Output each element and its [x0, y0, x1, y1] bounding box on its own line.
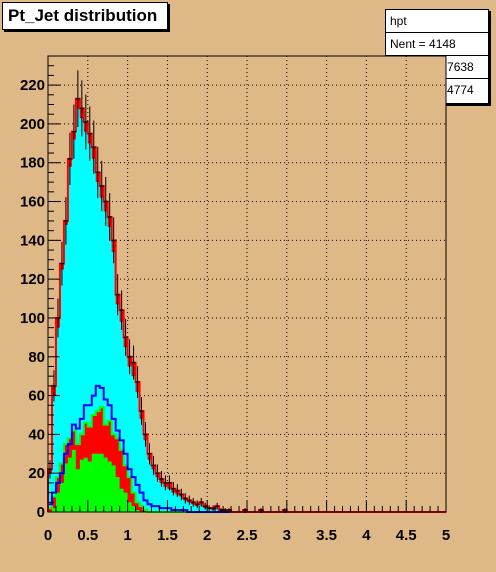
y-tick-label: 40: [28, 426, 45, 443]
stats-name: hpt: [386, 10, 488, 33]
x-tick-label: 0: [44, 527, 52, 544]
y-tick-label: 20: [28, 465, 45, 482]
x-tick-label: 4.5: [396, 527, 417, 544]
chart-title: Pt_Jet distribution: [2, 2, 168, 30]
y-tick-label: 180: [20, 155, 45, 172]
x-tick-label: 5: [442, 527, 450, 544]
y-tick-label: 80: [28, 349, 45, 366]
x-tick-label: 4: [362, 527, 371, 544]
x-tick-label: 0.5: [77, 527, 98, 544]
y-tick-label: 60: [28, 388, 45, 405]
x-tick-label: 3: [283, 527, 291, 544]
x-tick-label: 1: [123, 527, 131, 544]
x-tick-label: 2.5: [237, 527, 258, 544]
y-tick-label: 120: [20, 271, 45, 288]
y-tick-label: 140: [20, 232, 45, 249]
y-tick-label: 0: [37, 504, 45, 521]
y-tick-label: 220: [20, 77, 45, 94]
x-tick-label: 1.5: [157, 527, 178, 544]
y-tick-label: 160: [20, 194, 45, 211]
x-tick-label: 3.5: [316, 527, 337, 544]
x-tick-label: 2: [203, 527, 211, 544]
y-tick-label: 200: [20, 116, 45, 133]
y-tick-label: 100: [20, 310, 45, 327]
